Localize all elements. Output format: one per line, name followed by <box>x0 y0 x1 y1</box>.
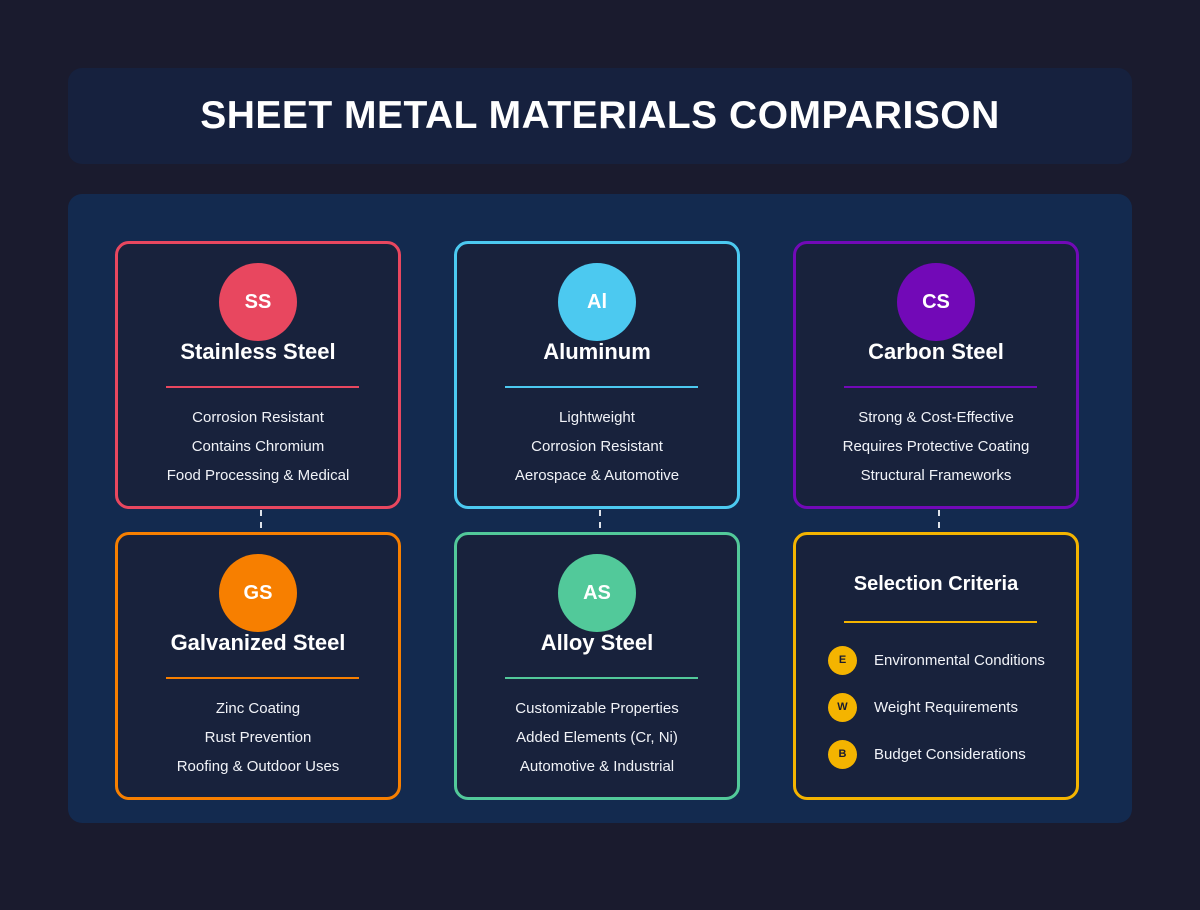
criteria-label: Environmental Conditions <box>874 651 1045 669</box>
feature-item: Lightweight <box>559 409 635 426</box>
feature-item: Corrosion Resistant <box>192 409 324 426</box>
feature-list: Strong & Cost-Effective Requires Protect… <box>796 403 1076 490</box>
feature-list: Zinc Coating Rust Prevention Roofing & O… <box>118 694 398 781</box>
divider <box>166 386 359 388</box>
feature-item: Contains Chromium <box>191 438 325 455</box>
criteria-letter-badge: W <box>828 692 857 722</box>
divider <box>505 386 698 388</box>
criteria-item-budget: B Budget Considerations <box>828 739 1045 769</box>
feature-item: Rust Prevention <box>204 729 312 746</box>
feature-item: Added Elements (Cr, Ni) <box>516 729 678 746</box>
criteria-item-weight: W Weight Requirements <box>828 692 1045 722</box>
feature-list: Corrosion Resistant Contains Chromium Fo… <box>118 403 398 490</box>
feature-item: Requires Protective Coating <box>842 438 1030 455</box>
criteria-label: Budget Considerations <box>874 745 1026 763</box>
header: SHEET METAL MATERIALS COMPARISON <box>68 68 1132 164</box>
material-name: Aluminum <box>543 339 651 364</box>
divider <box>166 677 359 679</box>
material-card-galvanized-steel: GS Galvanized Steel Zinc Coating Rust Pr… <box>115 532 401 800</box>
material-badge: AS <box>558 554 636 632</box>
connector-line <box>938 510 940 528</box>
selection-criteria-card: Selection Criteria E Environmental Condi… <box>793 532 1079 800</box>
divider <box>844 386 1037 388</box>
feature-item: Corrosion Resistant <box>531 438 663 455</box>
material-card-carbon-steel: CS Carbon Steel Strong & Cost-Effective … <box>793 241 1079 509</box>
divider <box>505 677 698 679</box>
feature-item: Structural Frameworks <box>860 467 1012 484</box>
criteria-title: Selection Criteria <box>853 573 1019 595</box>
material-name: Carbon Steel <box>868 339 1004 364</box>
feature-item: Strong & Cost-Effective <box>858 409 1014 426</box>
material-badge: GS <box>219 554 297 632</box>
criteria-list: E Environmental Conditions W Weight Requ… <box>828 645 1045 786</box>
material-card-alloy-steel: AS Alloy Steel Customizable Properties A… <box>454 532 740 800</box>
material-name: Alloy Steel <box>540 630 654 655</box>
feature-list: Lightweight Corrosion Resistant Aerospac… <box>457 403 737 490</box>
divider <box>844 621 1037 623</box>
materials-panel: SS Stainless Steel Corrosion Resistant C… <box>68 194 1132 823</box>
material-name: Stainless Steel <box>180 339 336 364</box>
feature-item: Automotive & Industrial <box>519 758 675 775</box>
criteria-letter-badge: E <box>828 645 857 675</box>
feature-item: Zinc Coating <box>215 700 301 717</box>
feature-item: Customizable Properties <box>515 700 679 717</box>
page-title: SHEET METAL MATERIALS COMPARISON <box>200 94 1000 137</box>
feature-item: Food Processing & Medical <box>166 467 350 484</box>
material-badge: SS <box>219 263 297 341</box>
criteria-item-environmental: E Environmental Conditions <box>828 645 1045 675</box>
material-card-stainless-steel: SS Stainless Steel Corrosion Resistant C… <box>115 241 401 509</box>
feature-list: Customizable Properties Added Elements (… <box>457 694 737 781</box>
feature-item: Roofing & Outdoor Uses <box>176 758 340 775</box>
material-name: Galvanized Steel <box>170 630 346 655</box>
criteria-letter-badge: B <box>828 739 857 769</box>
material-badge: Al <box>558 263 636 341</box>
criteria-label: Weight Requirements <box>874 698 1018 716</box>
connector-line <box>260 510 262 528</box>
connector-line <box>599 510 601 528</box>
material-badge: CS <box>897 263 975 341</box>
material-card-aluminum: Al Aluminum Lightweight Corrosion Resist… <box>454 241 740 509</box>
feature-item: Aerospace & Automotive <box>514 467 680 484</box>
